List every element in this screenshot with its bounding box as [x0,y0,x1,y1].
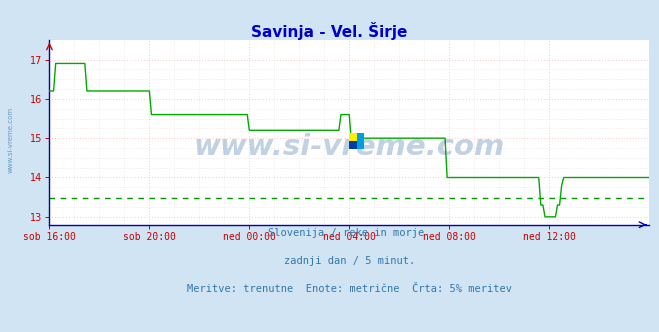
Text: Meritve: trenutne  Enote: metrične  Črta: 5% meritev: Meritve: trenutne Enote: metrične Črta: … [186,284,512,294]
Text: Savinja - Vel. Širje: Savinja - Vel. Širje [251,22,408,40]
Text: Slovenija / reke in morje.: Slovenija / reke in morje. [268,228,430,238]
Bar [357,141,364,149]
Bar [349,133,357,141]
Bar [357,133,364,141]
Text: www.si-vreme.com: www.si-vreme.com [194,133,505,161]
Text: www.si-vreme.com: www.si-vreme.com [8,106,14,173]
Bar [349,141,357,149]
Text: zadnji dan / 5 minut.: zadnji dan / 5 minut. [283,256,415,266]
